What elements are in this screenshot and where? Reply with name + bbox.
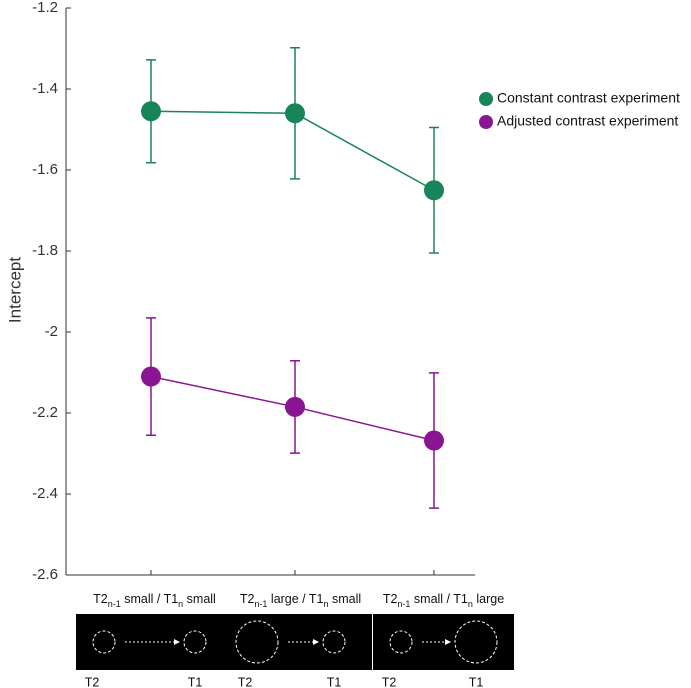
- panel-circle: [92, 630, 116, 654]
- x-tick-label-part: n-1: [397, 599, 410, 609]
- panel-circle: [454, 620, 498, 664]
- panel-circle: [389, 630, 413, 654]
- marker: [424, 430, 444, 451]
- x-tick-label-part: n-1: [108, 599, 121, 609]
- legend-label: Constant contrast experiment: [497, 90, 680, 106]
- marker: [285, 103, 305, 124]
- x-tick-label-part: n-1: [254, 599, 267, 609]
- panel-circle: [322, 630, 346, 654]
- panel-arrowhead: [174, 639, 180, 645]
- panel-label: T2: [238, 675, 253, 688]
- x-tick-label: T2n-1 large / T1n small: [240, 592, 361, 609]
- x-tick-label-part: small / T1: [121, 592, 178, 606]
- marker: [285, 396, 305, 417]
- y-tick-label: -2: [45, 323, 58, 340]
- panel-arrowhead: [445, 639, 451, 645]
- panel-arrowhead: [313, 639, 319, 645]
- x-tick-label-part: n: [178, 599, 183, 609]
- x-tick-label-part: large / T1: [267, 592, 323, 606]
- y-tick-label: -1.8: [32, 242, 58, 259]
- panel-label: T1: [188, 675, 203, 688]
- x-tick-label-part: T2: [240, 592, 255, 606]
- x-tick-label-part: n: [324, 599, 329, 609]
- x-tick-label-part: small: [183, 592, 216, 606]
- y-tick-label: -2.6: [32, 566, 58, 583]
- y-tick-label: -1.4: [32, 80, 58, 97]
- legend-marker: [479, 92, 493, 106]
- marker: [141, 366, 161, 387]
- x-tick-label-part: large: [473, 592, 504, 606]
- panel-label: T1: [469, 675, 484, 688]
- x-tick-label: T2n-1 small / T1n large: [383, 592, 504, 609]
- legend-marker: [479, 115, 493, 129]
- marker: [424, 180, 444, 201]
- x-tick-label-part: T2: [93, 592, 108, 606]
- panel-circle: [183, 630, 207, 654]
- y-tick-label: -2.4: [32, 485, 58, 502]
- marker: [141, 101, 161, 122]
- panel-circle: [235, 620, 279, 664]
- y-tick-label: -1.2: [32, 0, 58, 16]
- y-axis-label: Intercept: [5, 257, 24, 323]
- panel-label: T2: [382, 675, 397, 688]
- x-tick-label-part: n: [468, 599, 473, 609]
- x-tick-label-part: small / T1: [410, 592, 467, 606]
- x-tick-label-part: small: [329, 592, 362, 606]
- y-tick-label: -2.2: [32, 404, 58, 421]
- panel-label: T1: [327, 675, 342, 688]
- x-tick-label: T2n-1 small / T1n small: [93, 592, 216, 609]
- legend-label: Adjusted contrast experiment: [497, 113, 678, 129]
- panel-label: T2: [85, 675, 100, 688]
- x-tick-label-part: T2: [383, 592, 398, 606]
- y-tick-label: -1.6: [32, 161, 58, 178]
